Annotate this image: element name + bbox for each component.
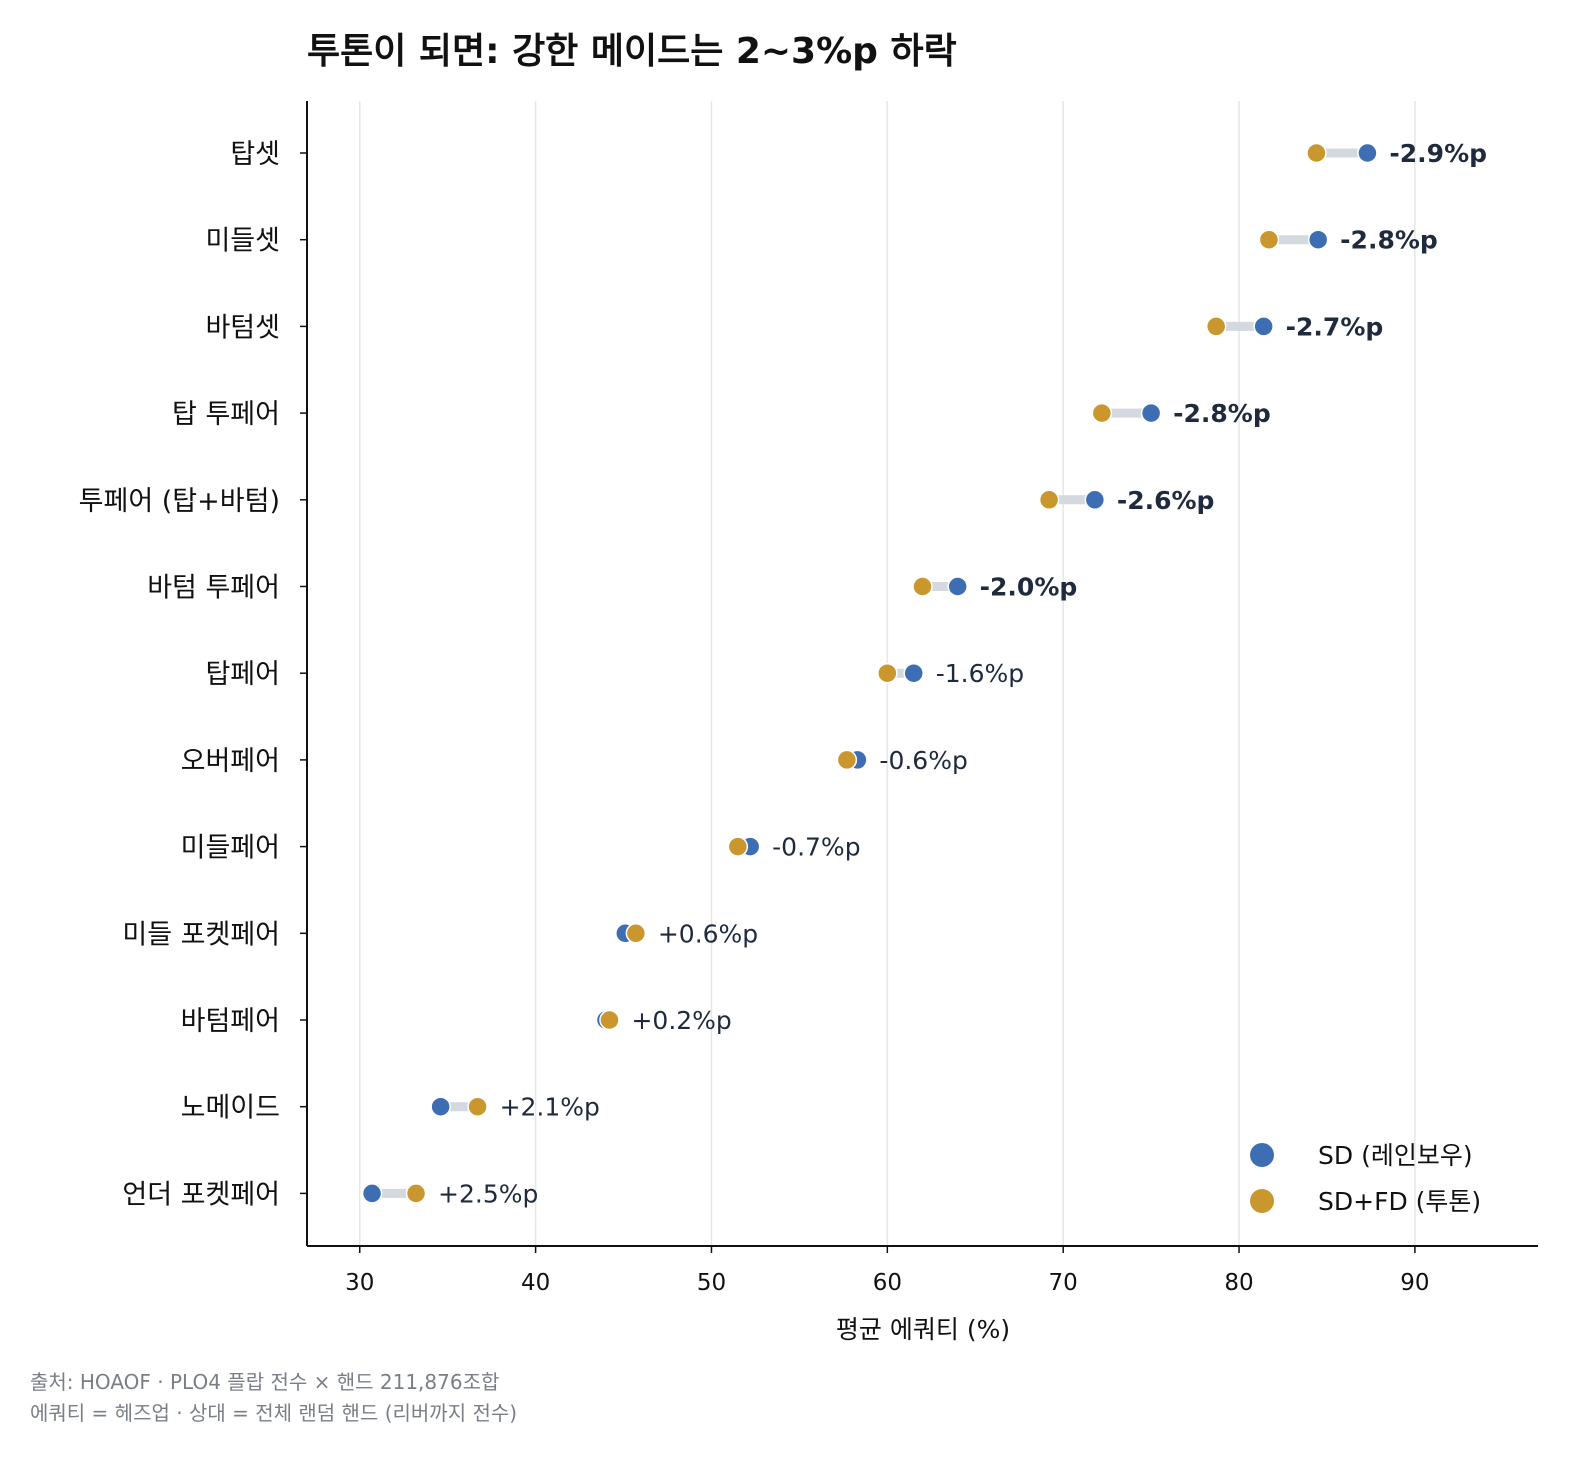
grid-lines [359, 101, 1416, 1246]
x-tick-label: 90 [1400, 1270, 1429, 1296]
axes [300, 101, 1538, 1253]
x-tick-label: 30 [345, 1270, 374, 1296]
y-tick-label: 탑셋 [230, 139, 280, 170]
data-points [361, 142, 1378, 1204]
delta-label: -2.9%p [1389, 139, 1487, 168]
x-tick-label: 50 [697, 1270, 726, 1296]
sd-point [430, 1096, 451, 1117]
y-tick-label: 언더 포켓페어 [122, 1179, 280, 1210]
sdfd-point [912, 576, 933, 597]
y-tick-label: 미들 포켓페어 [122, 919, 280, 950]
delta-label: -2.0%p [980, 573, 1078, 602]
delta-label: +2.1%p [500, 1093, 600, 1122]
sdfd-point [1205, 316, 1227, 337]
legend-marker-sdfd [1250, 1189, 1274, 1213]
sdfd-point [467, 1096, 488, 1117]
footnote-definition: 에쿼티 = 헤즈업 · 상대 = 전체 랜덤 핸드 (리버까지 전수) [30, 1401, 518, 1425]
x-tick-labels: 30 40 50 60 70 80 90 [345, 1270, 1429, 1296]
sd-point [1084, 489, 1106, 511]
y-tick-label: 오버페어 [181, 746, 280, 777]
sdfd-point [727, 836, 749, 857]
y-tick-label: 미들페어 [181, 833, 280, 864]
sd-point [947, 576, 968, 597]
x-tick-label: 80 [1224, 1270, 1253, 1296]
delta-label: +0.2%p [631, 1006, 731, 1035]
sd-point [1357, 142, 1378, 164]
sdfd-point [405, 1183, 427, 1204]
delta-label: -2.8%p [1173, 399, 1271, 428]
sdfd-point [836, 749, 858, 771]
chart-title: 투톤이 되면: 강한 메이드는 2~3%p 하락 [307, 31, 957, 72]
sdfd-point [877, 662, 898, 684]
x-tick-label: 60 [873, 1270, 902, 1296]
sd-point [903, 662, 924, 684]
legend: SD (레인보우) SD+FD (투톤) [1250, 1141, 1481, 1216]
delta-label: -2.6%p [1117, 486, 1215, 515]
x-axis-label: 평균 에쿼티 (%) [836, 1315, 1010, 1344]
y-tick-label: 투페어 (탑+바텀) [79, 486, 280, 517]
sd-point [1253, 316, 1274, 337]
sd-point [1140, 402, 1162, 424]
legend-marker-sd [1250, 1143, 1274, 1167]
sdfd-point [1258, 229, 1280, 250]
y-tick-label: 미들셋 [205, 226, 280, 257]
y-tick-label: 바텀셋 [205, 312, 280, 343]
legend-label-sdfd: SD+FD (투톤) [1318, 1187, 1481, 1216]
delta-label: -0.7%p [772, 833, 860, 862]
sdfd-point [1306, 142, 1327, 164]
delta-label: -2.8%p [1340, 226, 1438, 255]
delta-label: +0.6%p [658, 919, 758, 948]
y-tick-label: 노메이드 [181, 1093, 280, 1124]
sdfd-point [1038, 489, 1060, 511]
delta-label: -0.6%p [879, 746, 967, 775]
connectors [372, 148, 1368, 1198]
delta-labels: -2.9%p -2.8%p -2.7%p -2.8%p -2.6%p -2.0%p -1.6… [438, 139, 1487, 1208]
delta-label: +2.5%p [438, 1179, 538, 1208]
sd-point [361, 1183, 383, 1204]
y-tick-label: 탑 투페어 [172, 399, 280, 430]
sd-point [1307, 229, 1329, 250]
delta-label: -1.6%p [936, 659, 1024, 688]
sdfd-point [599, 1009, 620, 1031]
y-tick-label: 바텀페어 [181, 1006, 280, 1037]
y-tick-label: 탑페어 [205, 659, 280, 690]
delta-label: -2.7%p [1286, 312, 1384, 341]
x-tick-label: 70 [1049, 1270, 1078, 1296]
sdfd-point [625, 923, 647, 944]
legend-label-sd: SD (레인보우) [1318, 1141, 1473, 1170]
y-tick-label: 바텀 투페어 [147, 573, 280, 604]
sdfd-point [1091, 402, 1113, 424]
footnote-source: 출처: HOAOF · PLO4 플랍 전수 × 핸드 211,876조합 [30, 1370, 500, 1394]
x-tick-label: 40 [521, 1270, 550, 1296]
